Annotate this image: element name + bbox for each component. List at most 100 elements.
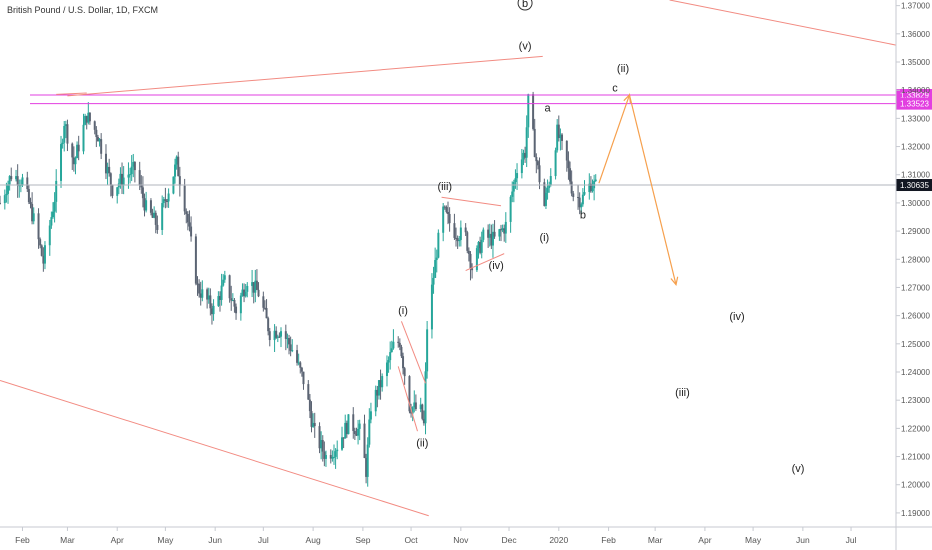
candle-up: [458, 239, 461, 242]
wave-label: (iv): [729, 311, 744, 323]
y-axis-tick-label: 1.28000: [901, 255, 930, 264]
candle-up: [459, 227, 462, 240]
candle-up: [18, 185, 21, 187]
candle-down: [422, 418, 425, 424]
candle-up: [548, 184, 551, 189]
candle-up: [488, 233, 491, 238]
candle-down: [578, 197, 581, 208]
candle-up: [87, 112, 90, 123]
candle-up: [374, 389, 377, 412]
wave-label-circle: [517, 0, 533, 11]
candle-down: [255, 280, 258, 290]
candle-up: [32, 213, 35, 222]
horizontal-level-label: 1.33829: [900, 91, 929, 100]
candle-down: [313, 422, 316, 427]
trendline[interactable]: [397, 366, 418, 432]
candle-down: [318, 426, 321, 449]
candle-up: [594, 179, 597, 182]
candle-up: [153, 212, 156, 218]
candle-up: [389, 352, 392, 361]
candle-up: [297, 362, 300, 364]
candle-up: [527, 94, 530, 128]
candle-down: [363, 423, 366, 458]
candle-up: [504, 221, 507, 234]
candle-down: [569, 168, 572, 182]
wave-label: (v): [519, 40, 532, 52]
candle-up: [525, 127, 528, 158]
candle-down: [467, 250, 470, 254]
candle-up: [331, 457, 334, 459]
candle-up: [212, 305, 215, 315]
candle-up: [512, 182, 515, 192]
y-axis-tick-label: 1.35000: [901, 58, 930, 67]
candle-up: [381, 376, 384, 388]
candle-up: [344, 422, 347, 439]
candle-up: [312, 422, 315, 427]
y-axis-tick-label: 1.32000: [901, 143, 930, 152]
trendline[interactable]: [67, 55, 543, 97]
trendline[interactable]: [669, 0, 897, 46]
candle-down: [29, 202, 32, 204]
candle-down: [230, 298, 233, 301]
candle-down: [133, 162, 136, 171]
candle-down: [156, 224, 159, 230]
candle-up: [591, 188, 594, 192]
candle-up: [580, 204, 583, 208]
candle-up: [369, 411, 372, 420]
candle-up: [174, 164, 177, 177]
candle-up: [231, 300, 234, 302]
y-axis-tick-label: 1.37000: [901, 2, 930, 11]
candle-down: [93, 121, 96, 130]
candle-down: [421, 404, 424, 419]
candle-up: [201, 289, 204, 298]
candle-up: [334, 451, 337, 457]
trendline[interactable]: [441, 196, 502, 207]
candle-up: [435, 257, 438, 261]
price-plot-area[interactable]: [0, 91, 597, 487]
candle-down: [206, 289, 209, 300]
trendline[interactable]: [0, 379, 429, 517]
candle-down: [108, 166, 111, 174]
candle-up: [241, 289, 244, 296]
candle-up: [119, 173, 122, 184]
y-axis-tick-label: 1.21000: [901, 453, 930, 462]
projection-arrowhead: [670, 276, 679, 286]
candle-down: [414, 402, 417, 410]
trendline[interactable]: [56, 92, 87, 95]
candle-down: [310, 411, 313, 427]
candle-up: [15, 176, 18, 180]
trendline[interactable]: [465, 253, 505, 272]
candle-down: [257, 289, 260, 297]
candle-down: [121, 173, 124, 186]
horizontal-level-tag: [896, 97, 932, 110]
y-axis-tick-label: 1.19000: [901, 509, 930, 518]
candle-up: [491, 231, 494, 246]
trendline[interactable]: [400, 321, 426, 384]
candle-up: [122, 177, 125, 186]
candle-up: [162, 199, 165, 204]
y-axis-tick-label: 1.20000: [901, 481, 930, 490]
candle-down: [443, 206, 446, 208]
candle-down: [199, 293, 202, 298]
x-axis-tick-label: Apr: [111, 535, 124, 545]
y-axis[interactable]: 1.19000 1.20000 1.21000 1.22000 1.23000 1.240…: [896, 2, 930, 518]
x-axis-tick-label: Nov: [453, 535, 469, 545]
candle-up: [520, 159, 523, 174]
candle-down: [85, 115, 88, 123]
candle-down: [196, 283, 199, 285]
candle-down: [141, 187, 144, 199]
candle-down: [235, 306, 238, 314]
candle-down: [209, 295, 212, 309]
candle-down: [487, 229, 490, 238]
candle-up: [5, 193, 8, 196]
last-price-label: 1.30635: [900, 181, 929, 190]
candle-down: [352, 414, 355, 431]
candle-up: [3, 195, 6, 204]
candle-down: [252, 282, 255, 293]
x-axis[interactable]: Feb Mar Apr May Jun Jul Aug Sep Oct Nov Dec 2020 Feb…: [15, 527, 857, 545]
candle-up: [127, 174, 130, 178]
candle-down: [355, 433, 358, 436]
y-axis-tick-label: 1.26000: [901, 312, 930, 321]
